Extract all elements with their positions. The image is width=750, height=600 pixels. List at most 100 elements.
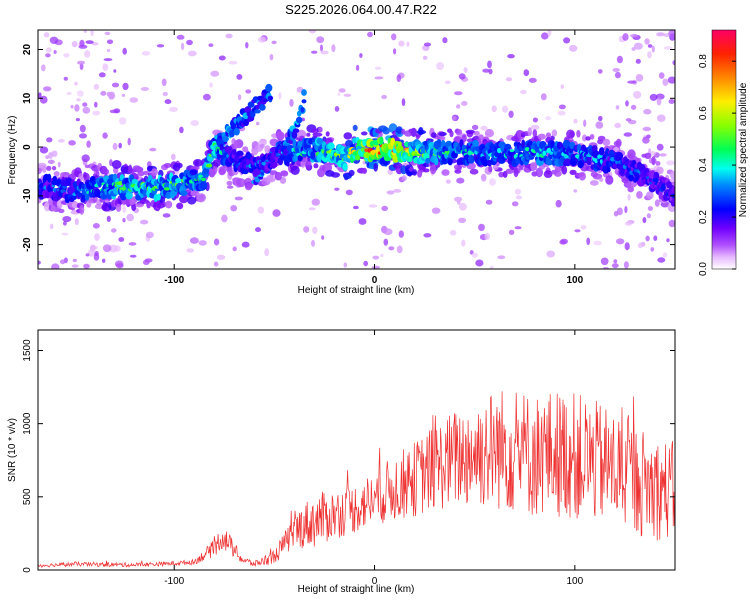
heatmap-noise-cell [456, 104, 461, 109]
snr-series-line [38, 391, 675, 568]
heatmap-ridge-cell [671, 197, 675, 205]
heatmap-halo-cell [196, 193, 207, 203]
heatmap-noise-cell [391, 33, 397, 41]
heatmap-noise-cell [555, 199, 562, 208]
heatmap-noise-cell [334, 106, 340, 112]
heatmap-branch-cell [233, 127, 240, 136]
heatmap-noise-cell [39, 146, 49, 154]
heatmap-branch-cell [267, 95, 274, 101]
heatmap-halo-cell [242, 146, 249, 153]
y-tick-label: 1000 [22, 412, 33, 435]
heatmap-halo-cell [94, 203, 104, 210]
heatmap-halo-cell [56, 199, 63, 209]
heatmap-noise-cell [39, 95, 48, 104]
heatmap-noise-cell [213, 261, 219, 267]
heatmap-noise-cell [532, 117, 539, 123]
heatmap-noise-cell [84, 50, 91, 58]
heatmap-ridge-cell [521, 139, 526, 149]
heatmap-halo-cell [395, 126, 403, 134]
heatmap-noise-cell [600, 257, 609, 266]
heatmap-noise-cell [145, 231, 154, 239]
heatmap-noise-cell [79, 124, 86, 133]
heatmap-noise-cell [489, 265, 494, 269]
heatmap-noise-cell [368, 204, 378, 208]
x-tick-label: 0 [372, 576, 378, 587]
heatmap-noise-cell [79, 63, 84, 70]
heatmap-ridge-cell [586, 157, 592, 166]
heatmap-halo-cell [330, 172, 340, 178]
heatmap-halo-cell [416, 130, 427, 135]
heatmap-halo-cell [585, 136, 591, 141]
heatmap-noise-cell [624, 221, 633, 226]
heatmap-noise-cell [480, 173, 487, 182]
heatmap-peak-cell [364, 148, 368, 153]
heatmap-noise-cell [583, 119, 587, 127]
heatmap-noise-cell [321, 235, 325, 240]
heatmap-noise-cell [406, 41, 410, 47]
heatmap-noise-cell [278, 92, 282, 100]
heatmap-ridge-cell [355, 154, 361, 161]
heatmap-noise-cell [383, 228, 393, 236]
heatmap-branch-cell [296, 116, 303, 124]
heatmap-halo-cell [545, 132, 552, 138]
heatmap-noise-cell [102, 132, 108, 139]
heatmap-noise-cell [508, 229, 515, 235]
heatmap-noise-cell [657, 114, 666, 122]
heatmap-noise-cell [63, 221, 67, 226]
heatmap-halo-cell [655, 161, 661, 166]
heatmap-noise-cell [93, 83, 100, 90]
heatmap-halo-cell [408, 166, 414, 172]
colorbar-tick-label: 0.4 [698, 158, 709, 172]
heatmap-halo-cell [115, 203, 122, 212]
heatmap-noise-cell [61, 232, 69, 236]
heatmap-ridge-cell [447, 157, 453, 166]
heatmap-noise-cell [657, 257, 666, 263]
heatmap-ridge-cell [47, 173, 52, 183]
colorbar: 0.0 0.2 0.4 0.6 0.8 Normalized spectral ampl… [698, 29, 749, 276]
heatmap-halo-cell [236, 178, 246, 188]
heatmap-ridge-cell [232, 149, 237, 155]
heatmap-noise-cell [164, 99, 172, 105]
heatmap-halo-cell [58, 208, 65, 214]
heatmap-noise-cell [484, 232, 491, 241]
heatmap-halo-cell [441, 169, 450, 176]
heatmap-noise-cell [630, 33, 638, 38]
heatmap-noise-cell [422, 55, 428, 60]
heatmap-halo-cell [306, 132, 311, 137]
heatmap-noise-cell [91, 42, 99, 46]
heatmap-noise-cell [589, 180, 599, 186]
heatmap-noise-cell [461, 239, 466, 247]
heatmap-noise-cell [92, 223, 100, 229]
heatmap-halo-cell [176, 202, 184, 210]
heatmap-noise-cell [338, 88, 346, 93]
heatmap-halo-cell [627, 186, 634, 193]
heatmap-noise-cell [398, 230, 404, 238]
heatmap-halo-cell [146, 201, 151, 209]
heatmap-noise-cell [116, 263, 124, 269]
heatmap-halo-cell [274, 171, 282, 181]
heatmap-noise-cell [545, 116, 552, 121]
x-tick-label: -100 [164, 275, 184, 286]
heatmap-noise-cell [46, 137, 53, 143]
heatmap-noise-cell [319, 44, 324, 52]
heatmap-noise-cell [667, 76, 675, 84]
snr-panel: -100 0 100 0 500 1000 1500 Height of straight… [7, 329, 676, 595]
heatmap-halo-cell [651, 156, 656, 166]
heatmap-noise-cell [656, 143, 664, 151]
heatmap-noise-cell [245, 42, 249, 49]
heatmap-noise-cell [540, 93, 547, 101]
heatmap-ridge-cell [577, 160, 584, 169]
heatmap-halo-cell [589, 134, 595, 140]
heatmap-halo-cell [187, 196, 197, 205]
heatmap-noise-cell [41, 64, 46, 72]
heatmap-peak-cell [467, 150, 473, 156]
heatmap-noise-cell [637, 242, 644, 249]
heatmap-noise-cell [436, 62, 445, 70]
heatmap-halo-cell [129, 197, 136, 206]
heatmap-branch-cell [300, 106, 305, 113]
heatmap-noise-cell [308, 30, 317, 34]
colorbar-tick-label: 0.2 [698, 210, 709, 224]
heatmap-ridge-cell [100, 193, 108, 200]
heatmap-halo-cell [104, 169, 109, 175]
heatmap-halo-cell [438, 131, 447, 137]
